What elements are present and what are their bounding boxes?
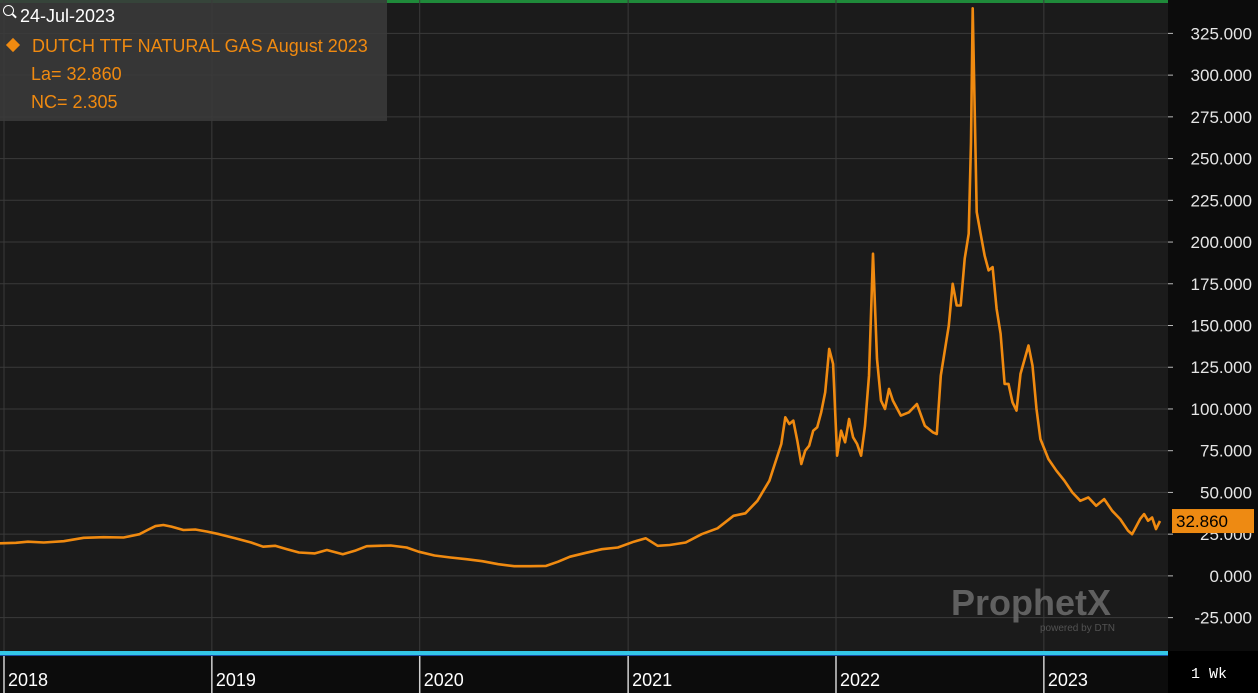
y-tick-label: 325.000 bbox=[1191, 24, 1252, 43]
y-tick-label: 275.000 bbox=[1191, 108, 1252, 127]
x-tick-label: 2019 bbox=[216, 670, 256, 690]
y-tick-label: 100.000 bbox=[1191, 400, 1252, 419]
y-axis: 325.000 300.000 275.000 250.000 225.000 200.0… bbox=[1168, 24, 1252, 628]
last-value-box: 32.860 bbox=[1172, 509, 1254, 534]
y-tick-label: 225.000 bbox=[1191, 191, 1252, 210]
y-tick-label: 150.000 bbox=[1191, 317, 1252, 336]
x-tick-label: 2020 bbox=[424, 670, 464, 690]
legend-panel[interactable]: 24-Jul-2023 DUTCH TTF NATURAL GAS August… bbox=[0, 0, 387, 121]
legend-series-label: DUTCH TTF NATURAL GAS August 2023 bbox=[32, 36, 368, 56]
x-tick-label: 2018 bbox=[8, 670, 48, 690]
legend-date: 24-Jul-2023 bbox=[20, 6, 116, 26]
interval-label[interactable]: 1 Wk bbox=[1191, 666, 1227, 683]
legend-last-value: La= 32.860 bbox=[31, 64, 122, 84]
diamond-icon bbox=[5, 37, 21, 53]
y-tick-label: 300.000 bbox=[1191, 66, 1252, 85]
y-tick-label: -25.000 bbox=[1194, 609, 1252, 628]
last-value-marker bbox=[1172, 509, 1254, 534]
x-tick-label: 2021 bbox=[632, 670, 672, 690]
series-line bbox=[0, 7, 1162, 568]
y-tick-label: 250.000 bbox=[1191, 150, 1252, 169]
legend-net-change: NC= 2.305 bbox=[31, 92, 118, 112]
interval-panel[interactable] bbox=[1168, 651, 1258, 693]
scroll-band[interactable] bbox=[0, 651, 1168, 655]
x-axis-panel[interactable] bbox=[0, 656, 1168, 693]
legend-series[interactable]: DUTCH TTF NATURAL GAS August 2023 bbox=[5, 36, 368, 57]
watermark: ProphetX powered by DTN bbox=[951, 582, 1115, 634]
scroll-band-dark bbox=[0, 655, 1168, 656]
y-tick-label: 200.000 bbox=[1191, 233, 1252, 252]
magnifier-icon[interactable] bbox=[3, 5, 14, 16]
x-axis: 2018 2019 2020 2021 2022 2023 bbox=[3, 656, 1088, 693]
watermark-powered-by: powered by DTN bbox=[1040, 623, 1115, 634]
y-tick-label: 0.000 bbox=[1209, 567, 1252, 586]
last-value-label: 32.860 bbox=[1176, 512, 1228, 531]
top-border bbox=[0, 0, 1168, 3]
x-tick-label: 2022 bbox=[840, 670, 880, 690]
y-tick-label: 175.000 bbox=[1191, 275, 1252, 294]
y-tick-label: 125.000 bbox=[1191, 358, 1252, 377]
x-tick-label: 2023 bbox=[1048, 670, 1088, 690]
y-tick-label: 75.000 bbox=[1200, 442, 1252, 461]
y-tick-label: 50.000 bbox=[1200, 483, 1252, 502]
watermark-brand: ProphetX bbox=[951, 582, 1111, 623]
y-axis-panel[interactable] bbox=[1168, 0, 1258, 651]
